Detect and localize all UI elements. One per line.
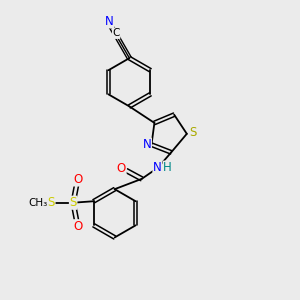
Text: N: N [105,15,114,28]
Text: O: O [74,220,83,233]
Text: C: C [112,28,120,38]
Text: S: S [190,125,197,139]
Text: CH₃: CH₃ [28,198,47,208]
Text: N: N [153,161,162,174]
Text: S: S [47,196,55,209]
Text: O: O [117,162,126,175]
Text: H: H [163,161,172,174]
Text: O: O [74,173,83,186]
Text: S: S [70,196,77,209]
Text: N: N [143,138,152,151]
